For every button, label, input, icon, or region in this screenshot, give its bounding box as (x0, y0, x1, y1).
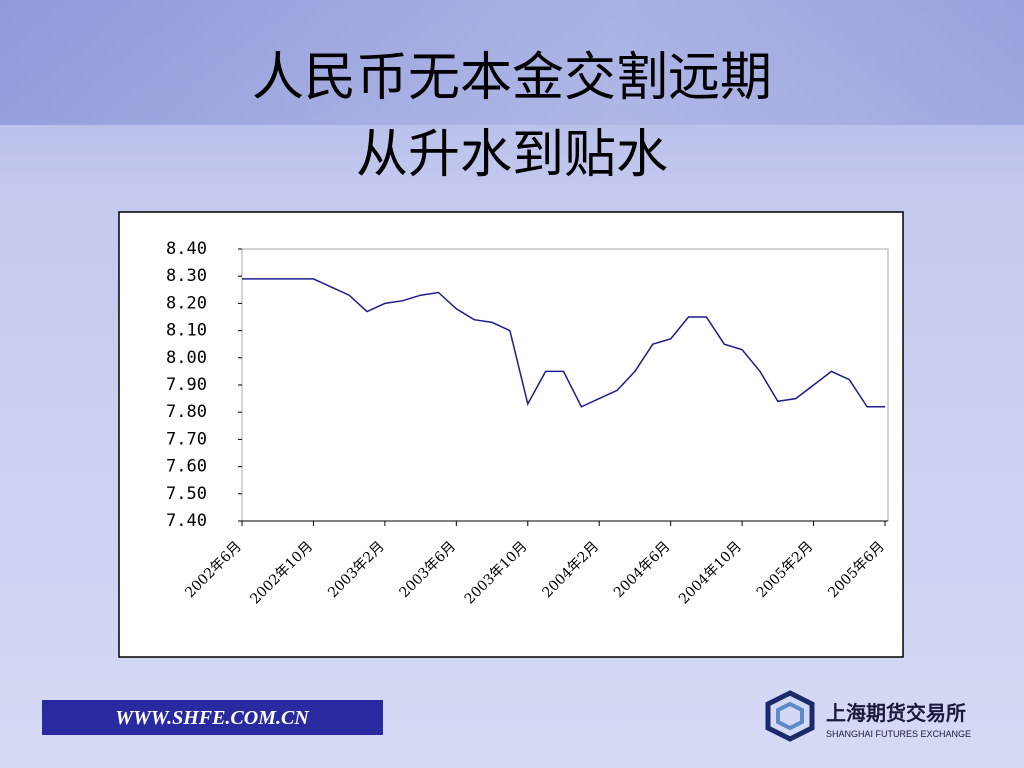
header-band (0, 0, 1024, 125)
logo-mark (765, 690, 815, 742)
y-tick-label: 7.50 (166, 484, 207, 504)
logo: 上海期货交易所 SHANGHAI FUTURES EXCHANGE (765, 690, 971, 742)
y-tick-label: 7.80 (166, 402, 207, 422)
y-tick-label: 8.20 (166, 293, 207, 313)
y-tick-label: 7.60 (166, 457, 207, 477)
footer-url: WWW.SHFE.COM.CN (115, 707, 310, 729)
logo-mark-inner (776, 701, 804, 731)
y-tick-label: 8.30 (166, 266, 207, 286)
chart-box (118, 211, 904, 658)
chart-title: 人民币无本金交割远期 (252, 48, 772, 108)
logo-en: SHANGHAI FUTURES EXCHANGE (826, 729, 971, 739)
y-tick-label: 7.70 (166, 429, 207, 449)
series-line (242, 278, 885, 408)
y-tick-label: 8.00 (166, 348, 207, 368)
y-tick-label: 8.10 (166, 321, 207, 341)
chart-subtitle: 从升水到贴水 (356, 125, 668, 185)
y-tick-label: 7.40 (166, 511, 207, 531)
y-tick-label: 8.40 (166, 239, 207, 259)
y-tick-label: 7.90 (166, 375, 207, 395)
footer-bar (42, 700, 383, 735)
logo-cn: 上海期货交易所 (826, 701, 966, 725)
